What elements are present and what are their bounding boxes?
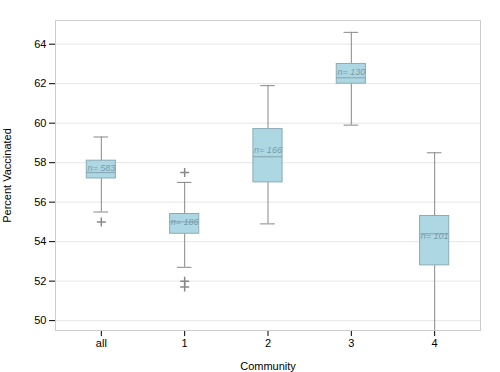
svg-text:n= 101: n= 101 — [421, 231, 449, 241]
svg-text:n= 166: n= 166 — [254, 145, 282, 155]
svg-text:3: 3 — [348, 337, 354, 349]
svg-text:50: 50 — [34, 314, 46, 326]
svg-text:58: 58 — [34, 156, 46, 168]
svg-text:2: 2 — [265, 337, 271, 349]
svg-text:54: 54 — [34, 235, 46, 247]
svg-text:all: all — [96, 337, 107, 349]
svg-text:1: 1 — [182, 337, 188, 349]
svg-text:62: 62 — [34, 77, 46, 89]
svg-text:52: 52 — [34, 275, 46, 287]
svg-text:n= 130: n= 130 — [337, 67, 365, 77]
svg-text:Community: Community — [240, 360, 296, 372]
svg-text:60: 60 — [34, 117, 46, 129]
svg-text:4: 4 — [432, 337, 438, 349]
svg-text:64: 64 — [34, 38, 46, 50]
svg-text:n= 583: n= 583 — [87, 163, 115, 173]
svg-text:Percent Vaccinated: Percent Vaccinated — [1, 128, 13, 223]
svg-text:n= 186: n= 186 — [171, 217, 199, 227]
svg-text:56: 56 — [34, 196, 46, 208]
